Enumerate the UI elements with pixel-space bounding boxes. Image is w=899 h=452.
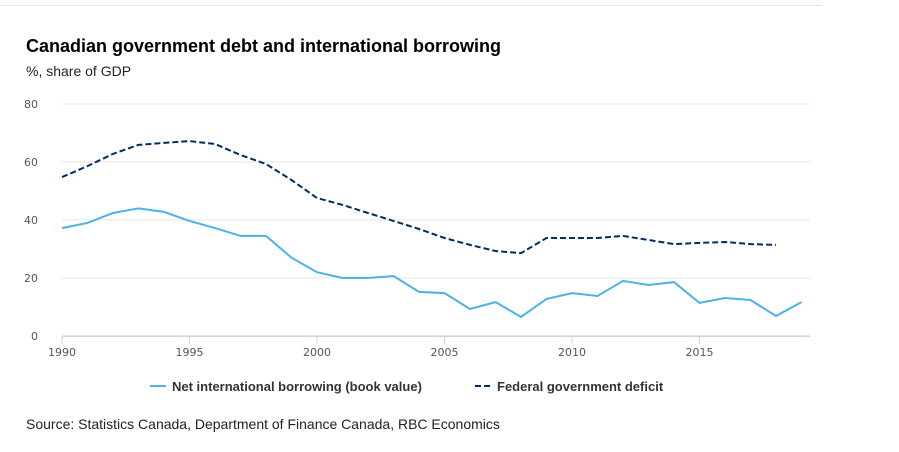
y-tick-label: 80 xyxy=(24,98,38,111)
y-tick-label: 40 xyxy=(24,214,38,227)
series-line-federal-government-deficit xyxy=(61,140,777,255)
y-tick-label: 60 xyxy=(24,156,38,169)
x-tick-label: 2000 xyxy=(303,346,331,359)
x-tick-label: 2015 xyxy=(686,346,714,359)
x-tick-label: 2010 xyxy=(558,346,586,359)
series-line-net-international-borrowing xyxy=(61,207,802,319)
y-tick-label: 0 xyxy=(31,330,38,343)
x-tick-label: 1990 xyxy=(48,346,76,359)
x-tick-label: 2005 xyxy=(431,346,459,359)
y-tick-label: 20 xyxy=(24,272,38,285)
legend-item: Federal government deficit xyxy=(497,379,664,394)
x-tick-label: 1995 xyxy=(176,346,204,359)
chart-subtitle: %, share of GDP xyxy=(26,63,132,79)
chart-title: Canadian government debt and internation… xyxy=(26,36,502,56)
legend-item: Net international borrowing (book value) xyxy=(172,379,422,394)
source-note: Source: Statistics Canada, Department of… xyxy=(26,416,500,432)
top-divider xyxy=(0,5,822,6)
